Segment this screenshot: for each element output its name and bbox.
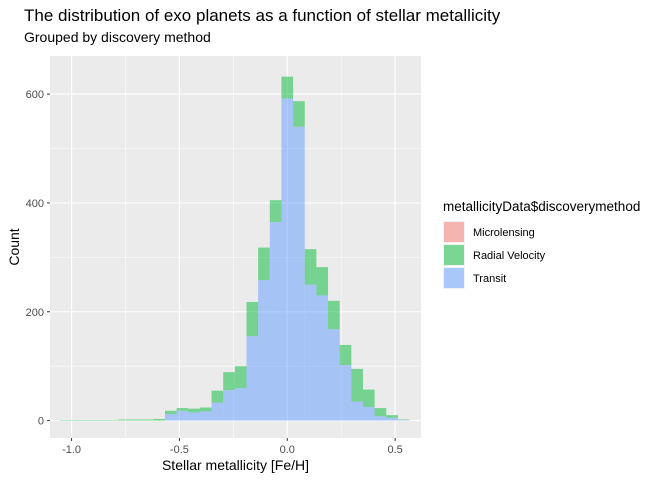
bar-transit <box>328 329 340 421</box>
bar-radial-velocity <box>386 415 398 418</box>
bar-transit <box>258 280 270 421</box>
bar-transit <box>188 412 200 421</box>
bar-radial-velocity <box>118 419 131 421</box>
bar-radial-velocity <box>199 407 212 412</box>
x-tick-label: -1.0 <box>62 444 81 456</box>
bars-layer <box>60 76 410 421</box>
bar-transit <box>362 406 375 421</box>
bar-transit <box>281 98 294 421</box>
bar-radial-velocity <box>246 301 259 337</box>
bar-radial-velocity <box>281 76 294 99</box>
bar-radial-velocity <box>374 408 387 417</box>
x-tick-label: 0.0 <box>280 444 295 456</box>
bar-transit <box>304 284 317 421</box>
bar-radial-velocity <box>351 368 363 402</box>
bar-transit <box>176 410 189 421</box>
bar-transit <box>269 221 282 421</box>
legend-swatch <box>444 268 464 288</box>
bar-transit <box>386 417 398 421</box>
bar-radial-velocity <box>362 389 375 407</box>
x-axis: -1.0 -0.5 0.0 0.5 <box>62 438 403 456</box>
y-tick-label: 0 <box>38 416 44 428</box>
bar-transit <box>223 390 235 421</box>
legend-swatch <box>444 222 464 242</box>
bar-transit <box>164 414 177 421</box>
legend-swatch <box>444 245 464 265</box>
legend-label: Transit <box>473 273 506 285</box>
legend-label: Microlensing <box>473 227 535 239</box>
y-axis-title: Count <box>6 228 22 265</box>
y-tick-label: 600 <box>26 89 44 101</box>
bar-radial-velocity <box>397 419 410 421</box>
bar-transit <box>316 295 329 421</box>
bar-radial-velocity <box>188 408 200 413</box>
bar-radial-velocity <box>293 101 305 127</box>
bar-transit <box>351 401 363 421</box>
chart-title: The distribution of exo planets as a fun… <box>24 6 501 25</box>
bar-radial-velocity <box>164 410 177 415</box>
bar-radial-velocity <box>176 408 189 411</box>
bar-radial-velocity <box>130 419 142 421</box>
x-axis-title: Stellar metallicity [Fe/H] <box>162 457 309 473</box>
bar-radial-velocity <box>316 267 329 296</box>
y-axis: 0 200 400 600 <box>26 89 50 428</box>
bar-transit <box>199 411 212 421</box>
legend-items: Microlensing Radial Velocity Transit <box>443 221 546 289</box>
legend-title: metallicityData$discoverymethod <box>443 199 640 214</box>
bar-radial-velocity <box>106 420 119 421</box>
chart-subtitle: Grouped by discovery method <box>24 29 211 45</box>
bar-transit <box>374 416 387 421</box>
bar-radial-velocity <box>71 420 84 421</box>
bar-transit <box>293 126 305 421</box>
x-tick-label: -0.5 <box>170 444 189 456</box>
bar-radial-velocity <box>223 372 235 391</box>
bar-radial-velocity <box>258 247 270 281</box>
y-tick-label: 200 <box>26 307 44 319</box>
bar-radial-velocity <box>211 390 224 403</box>
bar-radial-velocity <box>95 420 107 421</box>
x-tick-label: 0.5 <box>387 444 402 456</box>
bar-radial-velocity <box>269 200 282 222</box>
legend-label: Radial Velocity <box>473 250 546 262</box>
bar-radial-velocity <box>141 419 154 421</box>
bar-radial-velocity <box>60 420 72 421</box>
bar-transit <box>211 402 224 421</box>
bar-radial-velocity <box>328 300 340 330</box>
bar-radial-velocity <box>234 366 247 388</box>
bar-transit <box>246 336 259 421</box>
y-tick-label: 400 <box>26 198 44 210</box>
bar-transit <box>339 365 352 421</box>
bar-radial-velocity <box>304 249 317 285</box>
bar-radial-velocity <box>83 420 96 421</box>
bar-radial-velocity <box>153 418 165 421</box>
legend: metallicityData$discoverymethod Microlen… <box>443 199 640 289</box>
bar-transit <box>397 420 410 421</box>
bar-transit <box>234 387 247 421</box>
bar-radial-velocity <box>339 344 352 366</box>
